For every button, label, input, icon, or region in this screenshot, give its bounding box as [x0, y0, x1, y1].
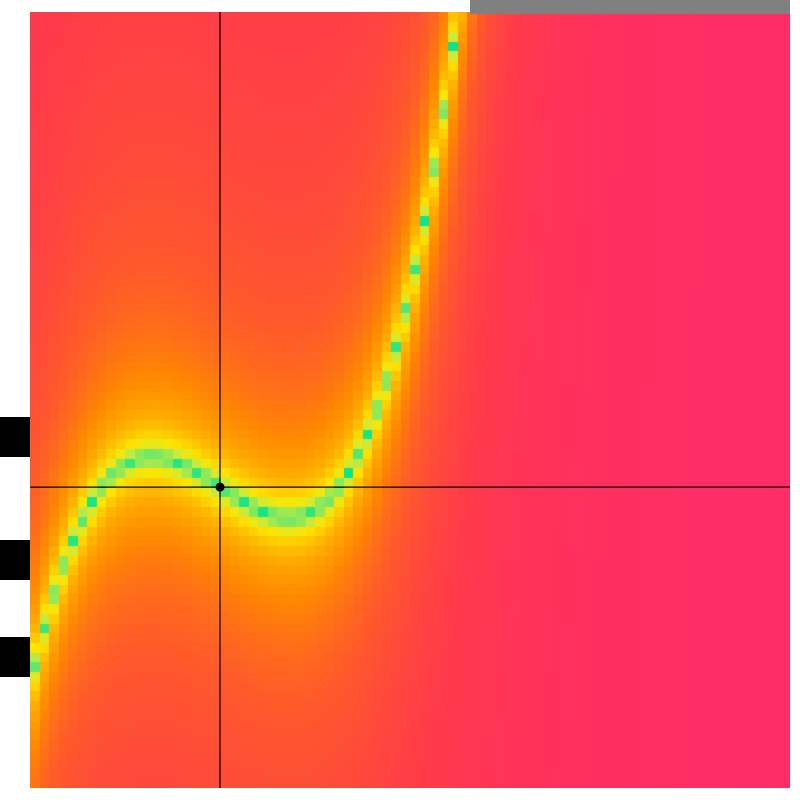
- left-block: [0, 540, 30, 580]
- left-block: [0, 637, 30, 677]
- plot-wrapper: [0, 0, 800, 800]
- top-bar-decoration: [470, 0, 790, 14]
- heatmap-canvas: [30, 12, 790, 788]
- left-block: [0, 417, 30, 457]
